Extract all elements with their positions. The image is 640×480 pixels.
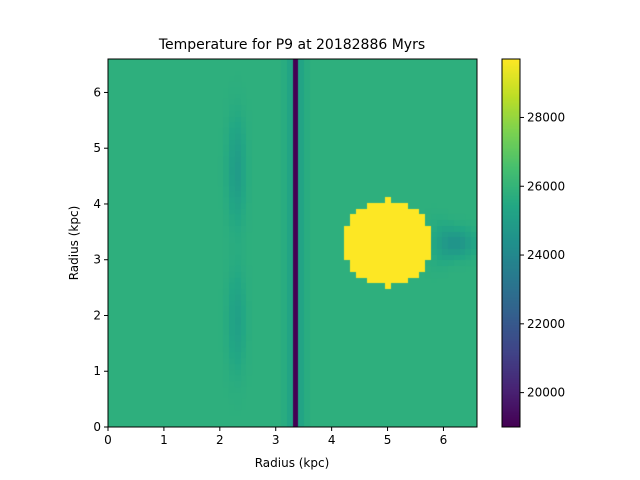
colorbar-tick-label: 20000: [527, 386, 565, 400]
chart-title: Temperature for P9 at 20182886 Myrs: [158, 37, 425, 53]
x-tick-label: 2: [216, 433, 224, 447]
x-tick-label: 4: [328, 433, 336, 447]
x-tick-label: 5: [384, 433, 392, 447]
y-tick-label: 0: [93, 420, 101, 434]
y-tick-label: 6: [93, 85, 101, 99]
y-tick-label: 5: [93, 141, 101, 155]
colorbar-frame: [501, 58, 521, 428]
colorbar-tick-label: 22000: [527, 317, 565, 331]
colorbar-tick-label: 28000: [527, 110, 565, 124]
y-tick-label: 4: [93, 197, 101, 211]
x-tick-label: 0: [104, 433, 112, 447]
y-tick-label: 2: [93, 308, 101, 322]
y-axis-ticks: 0 1 2 3 4 5 6: [93, 85, 108, 434]
y-tick-label: 3: [93, 253, 101, 267]
plot-frame: [107, 58, 478, 428]
x-tick-label: 1: [160, 433, 168, 447]
heatmap-image: [108, 59, 477, 427]
x-tick-label: 3: [272, 433, 280, 447]
colorbar-ticks: 20000 22000 24000 26000 28000: [520, 110, 565, 400]
x-tick-label: 6: [440, 433, 448, 447]
colorbar-tick-label: 24000: [527, 248, 565, 262]
x-axis-ticks: 0 1 2 3 4 5 6: [104, 427, 447, 447]
x-axis-label: Radius (kpc): [255, 456, 330, 470]
y-axis-label: Radius (kpc): [67, 206, 81, 281]
colorbar-gradient: [502, 59, 520, 427]
colorbar: 20000 22000 24000 26000 28000: [501, 58, 565, 428]
colorbar-tick-label: 26000: [527, 179, 565, 193]
y-tick-label: 1: [93, 364, 101, 378]
heatmap-area: [108, 59, 477, 427]
